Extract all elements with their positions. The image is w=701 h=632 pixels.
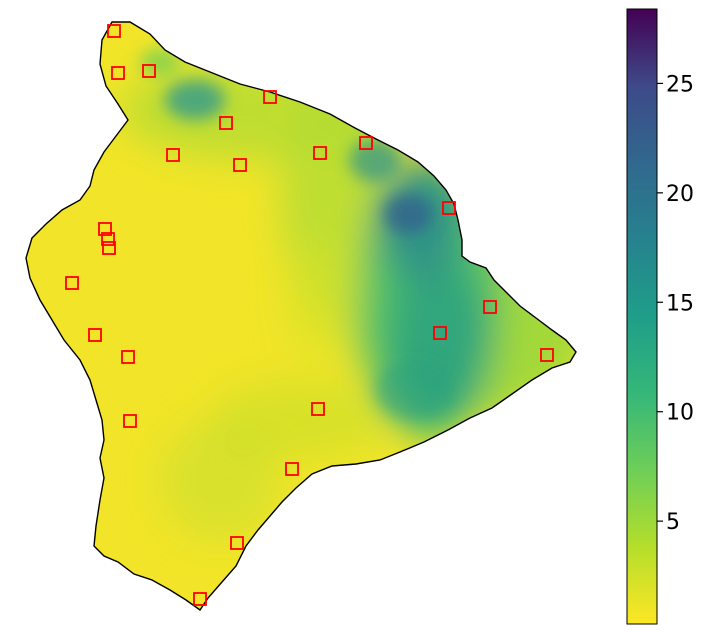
station-marker — [193, 592, 207, 606]
station-marker — [98, 222, 112, 236]
station-marker — [166, 148, 180, 162]
colorbar-tick-label: 15 — [666, 291, 694, 316]
station-marker — [359, 136, 373, 150]
station-marker — [65, 276, 79, 290]
station-marker — [483, 300, 497, 314]
station-marker — [233, 158, 247, 172]
colorbar-tick-label: 10 — [666, 401, 694, 426]
colorbar: 5 10 15 20 25 — [626, 8, 694, 625]
station-marker — [102, 241, 116, 255]
station-marker — [88, 328, 102, 342]
station-marker — [121, 350, 135, 364]
station-marker — [230, 536, 244, 550]
colorbar-ticks: 5 10 15 20 25 — [657, 72, 694, 535]
station-marker — [111, 66, 125, 80]
station-marker — [263, 90, 277, 104]
station-marker — [285, 462, 299, 476]
station-marker — [313, 146, 327, 160]
colorbar-tick-label: 5 — [666, 510, 680, 535]
station-marker — [107, 24, 121, 38]
station-marker — [540, 348, 554, 362]
colorbar-gradient — [626, 8, 658, 625]
station-marker — [433, 326, 447, 340]
station-marker — [311, 402, 325, 416]
interpolated-field — [26, 22, 576, 610]
station-marker — [442, 201, 456, 215]
station-marker — [219, 116, 233, 130]
station-marker — [123, 414, 137, 428]
colorbar-tick-label: 20 — [666, 182, 694, 207]
station-markers — [65, 24, 554, 606]
colorbar-tick-label: 25 — [666, 72, 694, 97]
station-marker — [142, 64, 156, 78]
station-marker — [101, 232, 115, 246]
